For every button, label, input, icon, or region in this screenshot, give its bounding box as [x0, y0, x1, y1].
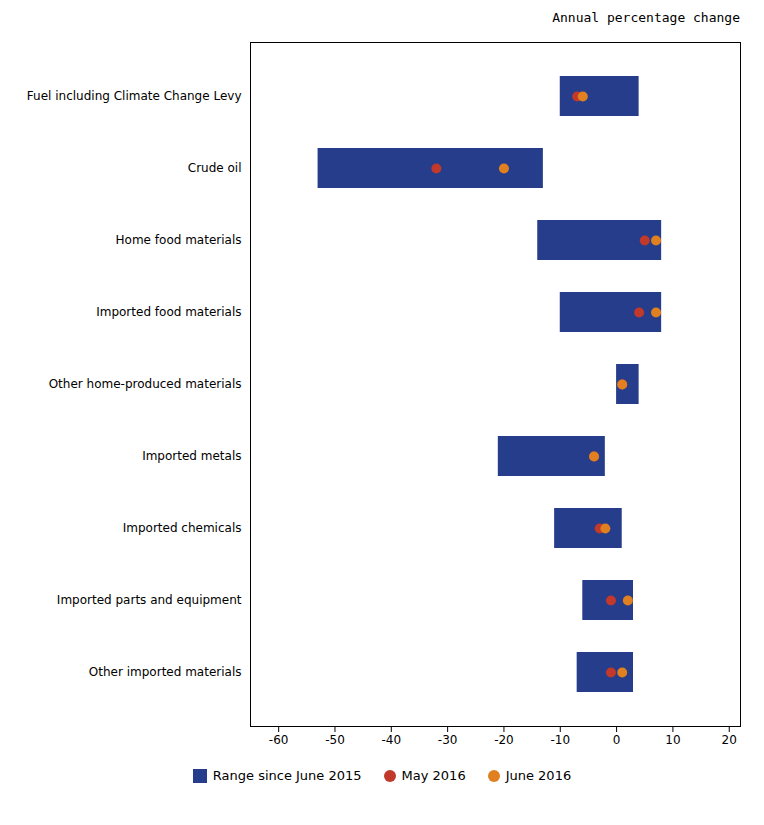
- svg-text:20: 20: [722, 733, 737, 747]
- svg-text:-30: -30: [438, 733, 458, 747]
- svg-text:-60: -60: [269, 733, 289, 747]
- svg-text:Other home-produced materials: Other home-produced materials: [49, 377, 242, 391]
- html-text:Range since June 2015: Range since June 2015: [212, 768, 362, 783]
- svg-text:Imported chemicals: Imported chemicals: [123, 521, 242, 535]
- svg-text:Imported metals: Imported metals: [142, 449, 241, 463]
- svg-text:-20: -20: [494, 733, 514, 747]
- svg-text:Imported food materials: Imported food materials: [96, 305, 241, 319]
- svg-text:-50: -50: [325, 733, 345, 747]
- svg-text:-40: -40: [381, 733, 401, 747]
- svg-text:-10: -10: [550, 733, 570, 747]
- html-text:Annual percentage change: Annual percentage change: [552, 10, 740, 25]
- svg-text:Home food materials: Home food materials: [116, 233, 242, 247]
- html-text:May 2016: May 2016: [401, 768, 466, 783]
- svg-text:0: 0: [613, 733, 621, 747]
- svg-text:Fuel including Climate Change: Fuel including Climate Change Levy: [27, 89, 242, 103]
- svg-text:Other imported materials: Other imported materials: [89, 665, 242, 679]
- svg-text:Imported parts and equipment: Imported parts and equipment: [57, 593, 242, 607]
- svg-text:10: 10: [665, 733, 680, 747]
- svg-text:Crude oil: Crude oil: [188, 161, 242, 175]
- html-text:June 2016: June 2016: [505, 768, 572, 783]
